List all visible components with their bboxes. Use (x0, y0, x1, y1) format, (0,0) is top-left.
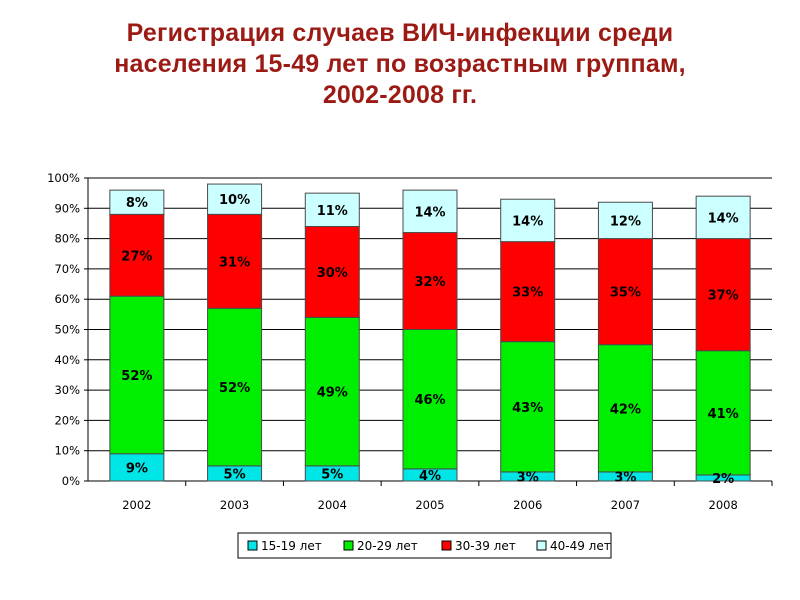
bar-segment (304, 316, 360, 467)
data-label: 30% (317, 266, 348, 281)
data-label: 11% (317, 204, 348, 219)
bar-segment (109, 189, 165, 215)
y-tick-label: 50% (54, 323, 80, 337)
bar-segment (500, 198, 556, 243)
y-tick-label: 60% (54, 292, 80, 306)
x-tick-label: 2005 (415, 498, 444, 512)
legend-label: 15-19 лет (261, 539, 322, 553)
y-tick-label: 20% (54, 413, 80, 427)
bar-segment (109, 213, 165, 297)
data-label: 49% (317, 386, 348, 401)
data-label: 4% (419, 469, 441, 484)
y-tick-label: 80% (54, 232, 80, 246)
bar-segment (402, 329, 458, 470)
data-label: 3% (614, 470, 636, 485)
y-tick-label: 0% (62, 474, 80, 488)
y-tick-label: 40% (54, 353, 80, 367)
x-tick-label: 2003 (220, 498, 249, 512)
y-tick-label: 100% (47, 171, 80, 185)
bar-segment (207, 213, 263, 309)
legend-swatch (441, 540, 452, 551)
x-tick-label: 2007 (611, 498, 640, 512)
data-label: 41% (708, 407, 739, 422)
data-label: 33% (512, 286, 543, 301)
data-label: 10% (219, 193, 250, 208)
legend-swatch (343, 540, 354, 551)
chart-title: Регистрация случаев ВИЧ-инфекции среди н… (0, 18, 800, 111)
legend-label: 30-39 лет (455, 539, 516, 553)
data-label: 14% (708, 211, 739, 226)
data-label: 42% (610, 402, 641, 417)
data-label: 35% (610, 286, 641, 301)
x-tick-label: 2002 (122, 498, 151, 512)
bar-segment (695, 195, 751, 240)
legend-swatch (536, 540, 547, 551)
data-label: 5% (224, 467, 246, 482)
bar-segment (304, 192, 360, 227)
data-label: 52% (121, 369, 152, 384)
bar-segment (109, 453, 165, 482)
legend-label: 20-29 лет (357, 539, 418, 553)
data-label: 8% (126, 196, 148, 211)
y-tick-label: 90% (54, 201, 80, 215)
data-label: 43% (512, 401, 543, 416)
data-label: 31% (219, 255, 250, 270)
data-label: 52% (219, 381, 250, 396)
data-label: 46% (414, 393, 445, 408)
bar-segment (500, 241, 556, 343)
data-label: 2% (712, 472, 734, 487)
bar-segment (597, 344, 653, 473)
data-label: 5% (321, 467, 343, 482)
data-label: 14% (414, 205, 445, 220)
data-label: 37% (708, 289, 739, 304)
data-label: 32% (414, 275, 445, 290)
bar-segment (304, 225, 360, 318)
y-tick-label: 30% (54, 383, 80, 397)
bar-segment (597, 238, 653, 346)
bar-segment (207, 183, 263, 215)
bar-segment (695, 238, 751, 352)
legend-label: 40-49 лет (550, 539, 611, 553)
bar-segment (109, 295, 165, 455)
y-tick-label: 70% (54, 262, 80, 276)
bar-segment (402, 232, 458, 330)
x-tick-label: 2006 (513, 498, 542, 512)
data-label: 9% (126, 461, 148, 476)
x-tick-label: 2008 (709, 498, 738, 512)
title-line-1: Регистрация случаев ВИЧ-инфекции среди (126, 19, 674, 47)
bar-segment (500, 341, 556, 473)
legend (237, 532, 612, 559)
x-tick-label: 2004 (318, 498, 347, 512)
data-label: 27% (121, 249, 152, 264)
y-tick-label: 10% (54, 444, 80, 458)
bar-segment (402, 189, 458, 234)
title-line-3: 2002-2008 гг. (322, 81, 478, 109)
data-label: 14% (512, 214, 543, 229)
bar-segment (597, 201, 653, 240)
bar-segment (695, 350, 751, 476)
title-line-2: населения 15-49 лет по возрастным группа… (114, 50, 686, 78)
data-label: 12% (610, 214, 641, 229)
data-label: 3% (517, 470, 539, 485)
legend-swatch (247, 540, 258, 551)
